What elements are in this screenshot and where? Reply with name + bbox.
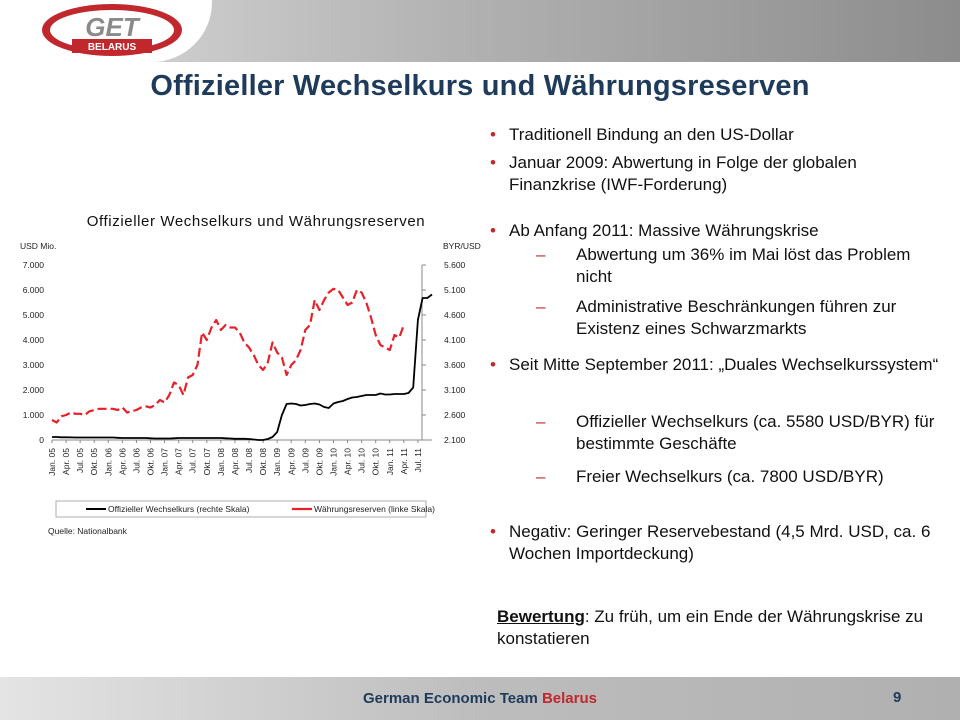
x-tick-label: Apr. 05: [61, 448, 71, 475]
logo-banner: [72, 39, 152, 53]
bullet-marker: •: [490, 221, 496, 240]
bullet-marker: –: [536, 412, 546, 431]
bullet-marker: –: [536, 245, 546, 264]
verdict-label: Bewertung: [497, 607, 585, 626]
logo-main-text: GET: [85, 12, 141, 42]
x-tick-label: Okt. 06: [146, 448, 156, 476]
x-tick-label: Jan. 10: [328, 448, 338, 476]
bullet-text: Freier Wechselkurs (ca. 7800 USD/BYR): [576, 467, 884, 486]
logo-area: GET BELARUS: [0, 0, 212, 62]
x-tick-label: Apr. 08: [230, 448, 240, 475]
bullet-text: Abwertung um 36% im Mai löst das Problem…: [576, 245, 911, 286]
x-tick-label: Jan. 09: [272, 448, 282, 476]
x-tick-label: Jul. 11: [413, 448, 423, 473]
chart-source: Quelle: Nationalbank: [48, 526, 128, 536]
y-right-tick-label: 3.100: [444, 385, 466, 395]
sub-bullet-item: – Administrative Beschränkungen führen zu…: [536, 296, 946, 340]
verdict-body: : Zu früh, um ein Ende der Währungskrise…: [497, 607, 924, 648]
exchange-rate-reserves-chart: USD Mio. BYR/USD 0 1.000 2.000 3.000 4.000 5.00…: [20, 241, 481, 536]
footer-brand: Belarus: [541, 690, 597, 707]
x-tick-label: Apr. 07: [174, 448, 184, 475]
x-tick-label: Jul. 08: [244, 448, 254, 473]
y-left-tick-label: 5.000: [23, 310, 45, 320]
sub-bullet-item: – Offizieller Wechselkurs (ca. 5580 USD/B…: [536, 411, 946, 455]
x-tick-label: Apr. 09: [286, 448, 296, 475]
page-number: 9: [893, 689, 902, 706]
x-tick-label: Jul. 05: [75, 448, 85, 473]
bullet-marker: •: [490, 355, 496, 374]
bullet-marker: –: [536, 297, 546, 316]
chart-title: Offizieller Wechselkurs und Währungsrese…: [86, 213, 426, 230]
y-left-tick-label: 6.000: [23, 285, 45, 295]
x-tick-label: Okt. 05: [89, 448, 99, 476]
x-tick-label: Apr. 06: [117, 448, 127, 475]
y-left-tick-label: 3.000: [23, 360, 45, 370]
logo-sub-text: BELARUS: [88, 42, 137, 53]
get-belarus-logo: GET BELARUS: [42, 4, 182, 56]
footer-bar: [0, 677, 960, 720]
bullet-item: • Januar 2009: Abwertung in Folge der glo…: [490, 152, 940, 196]
bullet-text: Seit Mitte September 2011: „Duales Wechs…: [509, 355, 939, 374]
bullet-text: Offizieller Wechselkurs (ca. 5580 USD/BY…: [576, 412, 935, 453]
bullet-text: Ab Anfang 2011: Massive Währungskrise: [509, 221, 819, 240]
bullet-marker: •: [490, 153, 496, 172]
x-tick-label: Jul. 07: [188, 448, 198, 473]
x-tick-label: Apr. 10: [343, 448, 353, 475]
y-right-tick-label: 2.600: [444, 410, 466, 420]
y-right-axis-title: BYR/USD: [443, 241, 481, 251]
y-left-tick-label: 4.000: [23, 335, 45, 345]
slide-title: Offizieller Wechselkurs und Währungsrese…: [150, 70, 810, 102]
y-left-tick-label: 7.000: [23, 260, 45, 270]
x-tick-label: Okt. 10: [371, 448, 381, 476]
bullet-item: • Negativ: Geringer Reservebestand (4,5 M…: [490, 521, 940, 565]
x-tick-label: Jan. 11: [385, 448, 395, 476]
x-tick-label: Jan. 08: [216, 448, 226, 476]
sub-bullet-item: – Freier Wechselkurs (ca. 7800 USD/BYR): [536, 466, 946, 488]
x-tick-label: Jan. 05: [47, 448, 57, 476]
y-right-tick-label: 3.600: [444, 360, 466, 370]
series-line-exchange-rate: [52, 293, 433, 441]
footer-prefix: German Economic Team: [363, 690, 542, 707]
verdict-text: Bewertung: Zu früh, um ein Ende der Währ…: [497, 606, 937, 650]
bullet-text: Administrative Beschränkungen führen zur…: [576, 297, 897, 338]
x-tick-label: Jul. 09: [300, 448, 310, 473]
x-tick-label: Jul. 06: [131, 448, 141, 473]
legend-label-reserves: Währungsreserven (linke Skala): [314, 504, 435, 514]
sub-bullet-item: – Abwertung um 36% im Mai löst das Proble…: [536, 244, 946, 288]
x-tick-label: Okt. 07: [202, 448, 212, 476]
series-line-reserves: [51, 287, 405, 424]
y-left-tick-label: 1.000: [23, 410, 45, 420]
bullet-text: Januar 2009: Abwertung in Folge der glob…: [509, 153, 857, 194]
y-right-tick-label: 5.600: [444, 260, 466, 270]
bullet-marker: •: [490, 125, 496, 144]
x-tick-label: Okt. 09: [314, 448, 324, 476]
legend-label-exchange-rate: Offizieller Wechselkurs (rechte Skala): [108, 504, 250, 514]
x-tick-label: Okt. 08: [258, 448, 268, 476]
y-left-axis-title: USD Mio.: [20, 241, 56, 251]
bullet-marker: –: [536, 467, 546, 486]
bullet-item: • Traditionell Bindung an den US-Dollar: [490, 124, 940, 146]
y-right-tick-label: 2.100: [444, 435, 466, 445]
y-left-tick-label: 2.000: [23, 385, 45, 395]
bullet-item: • Ab Anfang 2011: Massive Währungskrise: [490, 220, 940, 242]
bullet-item: • Seit Mitte September 2011: „Duales Wech…: [490, 354, 940, 376]
x-tick-label: Apr. 11: [399, 448, 409, 475]
x-tick-label: Jan. 06: [103, 448, 113, 476]
y-right-tick-label: 4.100: [444, 335, 466, 345]
bullet-text: Traditionell Bindung an den US-Dollar: [509, 125, 794, 144]
y-left-tick-label: 0: [39, 435, 44, 445]
footer-text: German Economic Team Belarus: [0, 690, 960, 707]
x-tick-label: Jan. 07: [160, 448, 170, 476]
bullet-text: Negativ: Geringer Reservebestand (4,5 Mr…: [509, 522, 931, 563]
y-right-tick-label: 4.600: [444, 310, 466, 320]
bullet-marker: •: [490, 522, 496, 541]
y-right-tick-label: 5.100: [444, 285, 466, 295]
x-tick-label: Jul. 10: [357, 448, 367, 473]
legend-box: [55, 500, 427, 518]
